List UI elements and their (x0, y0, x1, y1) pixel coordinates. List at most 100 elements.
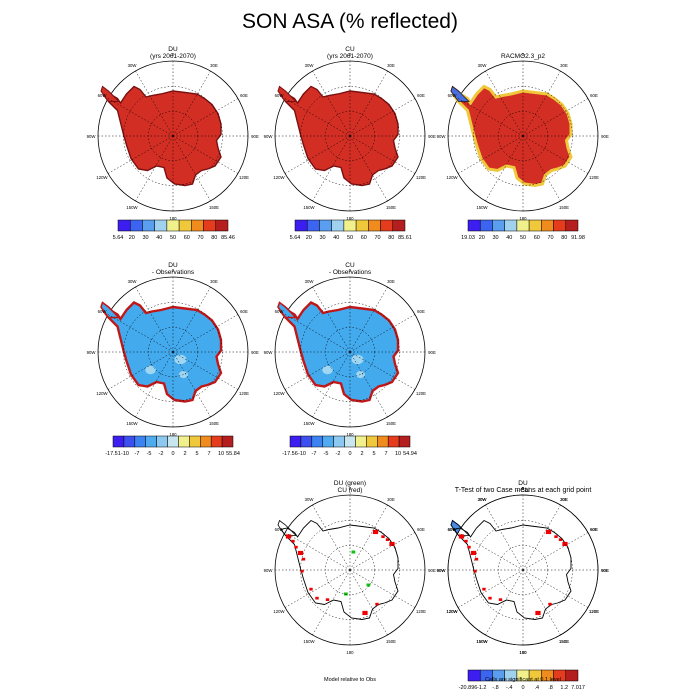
longitude-label: 120W (273, 609, 285, 614)
colorbar-box (479, 219, 493, 232)
significant-cell (291, 539, 295, 543)
longitude-label: 90W (437, 568, 447, 573)
polar-map-cu: 0 30E 60E 90E 120E 150E 180 150W 120W 90W 60W 30W (264, 52, 436, 221)
significant-cell (498, 598, 503, 602)
interior-patches (322, 354, 365, 379)
colorbar-label: 40 (333, 235, 339, 241)
longitude-label: 150W (476, 639, 488, 644)
longitude-label: 60E (417, 93, 425, 98)
longitude-label: 90W (264, 350, 274, 355)
colorbar-box (178, 435, 190, 448)
longitude-label: 120W (446, 609, 458, 614)
colorbar-box (516, 219, 530, 232)
longitude-label: 60W (448, 93, 458, 98)
colorbar-label: -10 (298, 451, 306, 457)
colorbar-label: -17.51 (105, 451, 121, 457)
colorbar-box (333, 435, 345, 448)
coastal-edge-field (451, 84, 573, 188)
longitude-label: 30W (128, 279, 138, 284)
colorbar-box (377, 435, 389, 448)
longitude-label: 30E (387, 497, 395, 502)
panel-title: (yrs 2061-2070) (327, 53, 373, 60)
longitude-label: 120E (416, 175, 426, 180)
colorbar-label: 0 (171, 451, 174, 457)
colorbar-box (355, 219, 369, 232)
colorbar-box (306, 219, 320, 232)
colorbar-box (366, 435, 378, 448)
polar-map-ttest: 0 30E 60E 90E 120E 150E 180 150W 120W 90W 60W 30W (437, 486, 609, 655)
colorbar-label: -7 (312, 451, 317, 457)
colorbar-label: 30 (492, 235, 498, 241)
significant-cell (362, 610, 368, 616)
colorbar-box (565, 669, 579, 682)
coastline (280, 519, 399, 620)
longitude-label: 90W (437, 134, 447, 139)
longitude-label: 150W (303, 639, 315, 644)
panel-title: DU (168, 46, 178, 53)
longitude-label: 30W (478, 63, 488, 68)
colorbar-box (392, 219, 406, 232)
longitude-label: 30W (478, 497, 488, 502)
colorbar-box (123, 435, 136, 448)
longitude-label: 60E (240, 93, 248, 98)
longitude-label: 90E (428, 568, 436, 573)
longitude-label: 150W (126, 205, 138, 210)
colorbar-label: 60 (184, 235, 190, 241)
significant-cell (297, 550, 304, 556)
longitude-label: 60E (590, 527, 598, 532)
colorbar-label: -7 (135, 451, 140, 457)
significant-cell (389, 541, 395, 547)
colorbar-box (156, 435, 168, 448)
longitude-label: 60W (275, 93, 285, 98)
longitude-label: 150W (126, 421, 138, 426)
colorbar-label: 80 (561, 235, 567, 241)
colorbar-label: 40 (506, 235, 512, 241)
longitude-label: 150E (209, 421, 219, 426)
longitude-label: 30W (305, 279, 315, 284)
longitude-label: 30E (560, 63, 568, 68)
colorbar-box (200, 435, 212, 448)
colorbar-box (210, 435, 223, 448)
colorbar-du_cu: -20.896 -1.2 -.8 -.4 0 .4 .8 1.2 7.017 (459, 669, 585, 691)
longitude-label: 90E (251, 134, 259, 139)
colorbar-label: -10 (121, 451, 129, 457)
longitude-label: 90E (251, 350, 259, 355)
colorbar-box (368, 219, 381, 232)
longitude-label: 180 (346, 432, 354, 437)
panel-title: DU (green) (334, 480, 366, 487)
colorbar-label: 0 (348, 451, 351, 457)
longitude-label: 30E (210, 279, 218, 284)
longitude-label: 120E (416, 609, 426, 614)
longitude-label: 60W (98, 309, 108, 314)
pale-patch (145, 365, 156, 375)
longitude-label: 120W (96, 391, 108, 396)
colorbar-box (355, 435, 367, 448)
polar-map-du_obs: 0 30E 60E 90E 120E 150E 180 150W 120W 90W 60W 30W (87, 268, 259, 437)
longitude-label: 150E (559, 639, 569, 644)
colorbar-box (343, 219, 357, 232)
longitude-label: 60W (275, 309, 285, 314)
panel-ttest: T-Test of two Case means at each grid po… (455, 487, 592, 683)
panel-green_red: DU (green)CU (red) Model relative to Obs (324, 480, 376, 683)
colorbar-racmo: 19.03 20 30 40 50 60 70 80 91.98 (461, 219, 585, 241)
longitude-label: 90E (428, 350, 436, 355)
longitude-label: 60E (590, 93, 598, 98)
peninsula-field (277, 85, 298, 102)
significant-cell (381, 535, 385, 539)
longitude-label: 30W (305, 497, 315, 502)
significant-cell (300, 569, 304, 573)
longitude-label: 0 (522, 486, 525, 491)
colorbar-box (300, 435, 313, 448)
longitude-label: 180 (169, 216, 177, 221)
longitude-label: 0 (522, 52, 525, 57)
panel-caption: Model relative to Obs (324, 677, 376, 683)
longitude-label: 150E (559, 639, 569, 644)
colorbar-box (142, 219, 155, 232)
significant-cell (294, 545, 298, 549)
pale-patch (179, 370, 188, 379)
colorbar-label: -.4 (506, 685, 512, 691)
colorbar-box (553, 219, 567, 232)
significant-cell (464, 539, 468, 543)
colorbar-label: -20.896 (459, 685, 478, 691)
